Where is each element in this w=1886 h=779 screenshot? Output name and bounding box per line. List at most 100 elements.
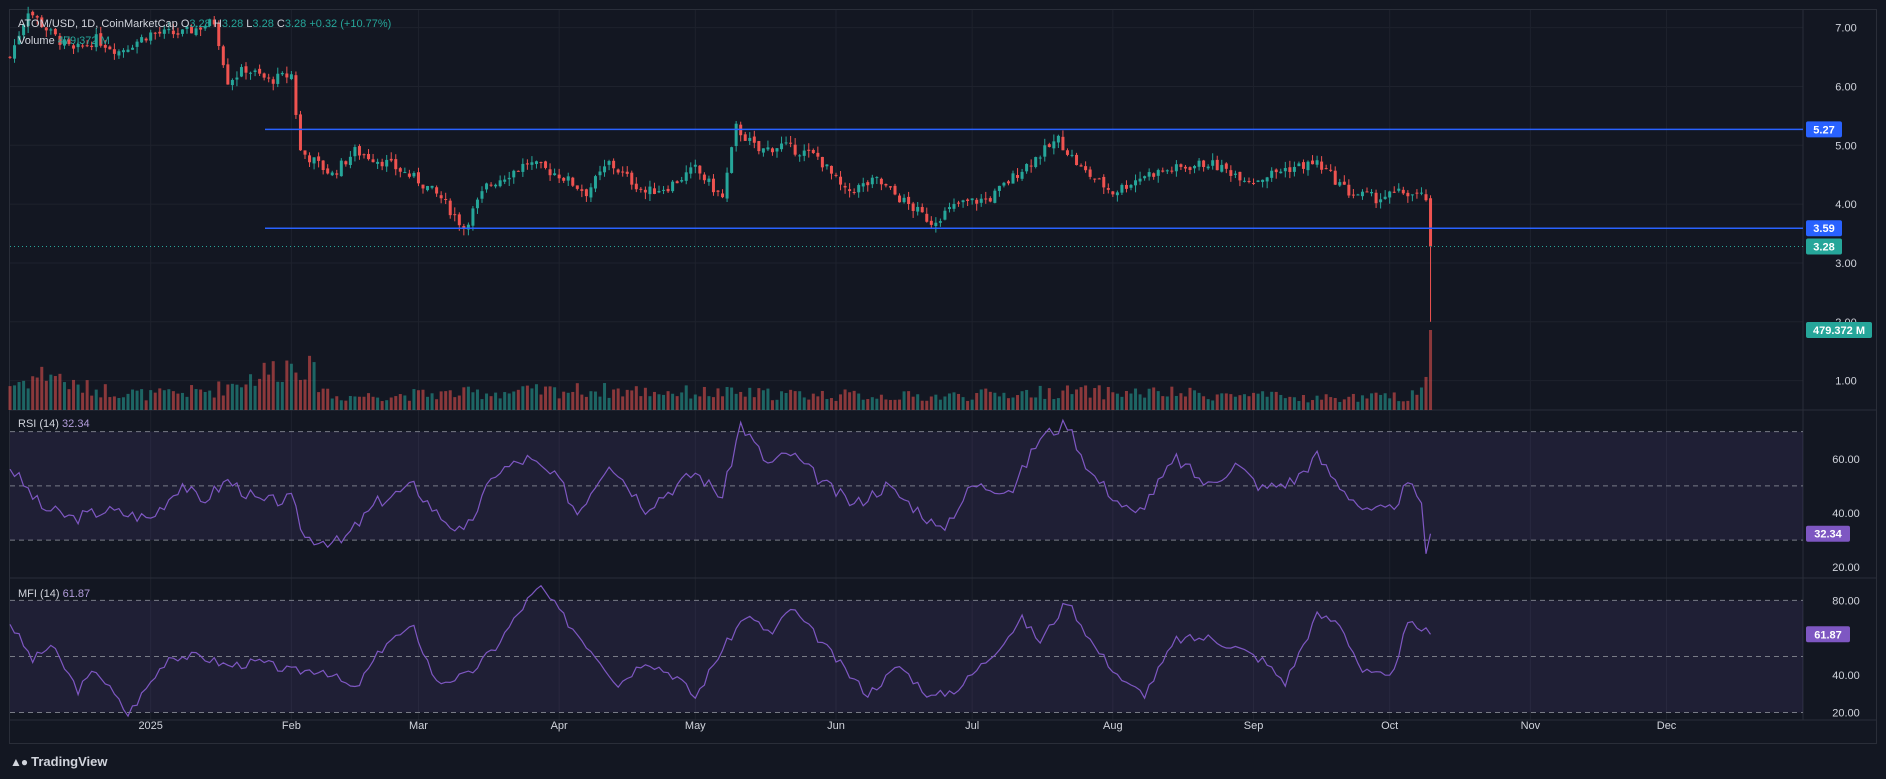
volume-bar bbox=[85, 380, 89, 410]
volume-legend: Volume 479.372 M bbox=[18, 35, 110, 47]
candle-body bbox=[1179, 164, 1183, 167]
candle-body bbox=[121, 50, 125, 53]
candle-body bbox=[90, 45, 94, 47]
candle-body bbox=[952, 203, 956, 209]
candle-body bbox=[348, 156, 352, 165]
candle-body bbox=[593, 176, 597, 189]
candle-body bbox=[230, 79, 234, 86]
candle-body bbox=[126, 49, 130, 52]
candle-body bbox=[53, 28, 57, 35]
candle-body bbox=[1047, 144, 1051, 147]
volume-bar bbox=[108, 397, 112, 410]
volume-bar bbox=[1165, 396, 1169, 410]
candle-body bbox=[566, 176, 570, 181]
volume-bar bbox=[503, 392, 507, 410]
tradingview-logo-icon: ▲● bbox=[10, 754, 28, 769]
candle-body bbox=[539, 162, 543, 164]
candle-body bbox=[1256, 180, 1260, 182]
candle-body bbox=[1247, 181, 1251, 183]
volume-bar bbox=[1242, 394, 1246, 410]
rsi-label: RSI (14) bbox=[18, 418, 59, 430]
tradingview-brand[interactable]: ▲● TradingView bbox=[10, 754, 107, 769]
candle-body bbox=[448, 200, 452, 216]
candle-body bbox=[571, 177, 575, 186]
candle-body bbox=[671, 181, 675, 192]
volume-bar bbox=[76, 384, 80, 410]
volume-bar bbox=[879, 394, 883, 410]
volume-bar bbox=[1410, 390, 1414, 410]
candle-body bbox=[562, 177, 566, 181]
volume-bar bbox=[1011, 397, 1015, 410]
candle-body bbox=[1279, 171, 1283, 174]
volume-bar bbox=[258, 378, 262, 410]
close-label: C bbox=[276, 18, 285, 30]
candle-body bbox=[444, 198, 448, 200]
volume-bar bbox=[920, 400, 924, 410]
volume-bar bbox=[593, 391, 597, 410]
candle-body bbox=[970, 198, 974, 201]
volume-bar bbox=[898, 399, 902, 410]
volume-bar bbox=[1211, 400, 1215, 410]
volume-bar bbox=[689, 398, 693, 410]
volume-bar bbox=[1238, 395, 1242, 410]
volume-bar bbox=[721, 396, 725, 410]
candle-body bbox=[1006, 181, 1010, 184]
volume-bar bbox=[553, 387, 557, 410]
volume-bar bbox=[884, 399, 888, 410]
candle-body bbox=[35, 16, 39, 18]
volume-bar bbox=[439, 391, 443, 410]
candle-body bbox=[898, 195, 902, 203]
candle-body bbox=[1397, 188, 1401, 191]
candle-body bbox=[72, 45, 76, 49]
volume-bar bbox=[843, 389, 847, 410]
candle-body bbox=[1311, 160, 1315, 165]
candle-body bbox=[1020, 171, 1024, 179]
volume-bar bbox=[294, 372, 298, 410]
volume-bar bbox=[1261, 391, 1265, 410]
volume-bar bbox=[1134, 388, 1138, 410]
volume-bar bbox=[480, 399, 484, 410]
volume-bar bbox=[716, 388, 720, 410]
candle-body bbox=[294, 75, 298, 115]
volume-bar bbox=[1274, 391, 1278, 410]
horizontal-levels[interactable] bbox=[10, 128, 1803, 247]
open-value: 3.28 bbox=[189, 18, 211, 30]
candle-body bbox=[920, 207, 924, 213]
candle-body bbox=[1093, 178, 1097, 180]
volume-bar bbox=[149, 390, 153, 410]
candle-body bbox=[1238, 171, 1242, 181]
volume-bar bbox=[671, 393, 675, 410]
candle-body bbox=[1038, 157, 1042, 159]
volume-bar bbox=[1016, 395, 1020, 410]
oscillator-bands bbox=[10, 431, 1803, 714]
volume-bar bbox=[1379, 394, 1383, 410]
candle-body bbox=[376, 161, 380, 164]
volume-bar bbox=[230, 383, 234, 410]
volume-bar bbox=[1147, 388, 1151, 410]
volume-bar bbox=[1006, 398, 1010, 410]
candle-body bbox=[131, 47, 135, 50]
price-badges: 5.27 3.59 3.28 479.372 M 32.34 61.87 bbox=[1806, 121, 1872, 643]
high-value: 3.28 bbox=[221, 18, 244, 30]
volume-bar bbox=[1052, 399, 1056, 410]
candle-body bbox=[1424, 194, 1428, 201]
candle-body bbox=[99, 33, 103, 46]
volume-bar bbox=[244, 384, 248, 410]
volume-bar bbox=[285, 360, 289, 410]
volume-bar bbox=[1392, 392, 1396, 410]
volume-bar bbox=[902, 391, 906, 410]
volume-bar bbox=[911, 396, 915, 410]
candle-body bbox=[1134, 180, 1138, 186]
volume-bar bbox=[489, 396, 493, 410]
candle-body bbox=[49, 29, 53, 31]
candle-body bbox=[453, 214, 457, 216]
volume-bar bbox=[988, 391, 992, 410]
volume-bar bbox=[571, 391, 575, 410]
volume-bar bbox=[1365, 398, 1369, 410]
volume-bar bbox=[993, 392, 997, 410]
volume-bar bbox=[1093, 388, 1097, 410]
candle-body bbox=[1065, 150, 1069, 155]
candle-body bbox=[961, 200, 965, 203]
candle-body bbox=[180, 29, 184, 34]
